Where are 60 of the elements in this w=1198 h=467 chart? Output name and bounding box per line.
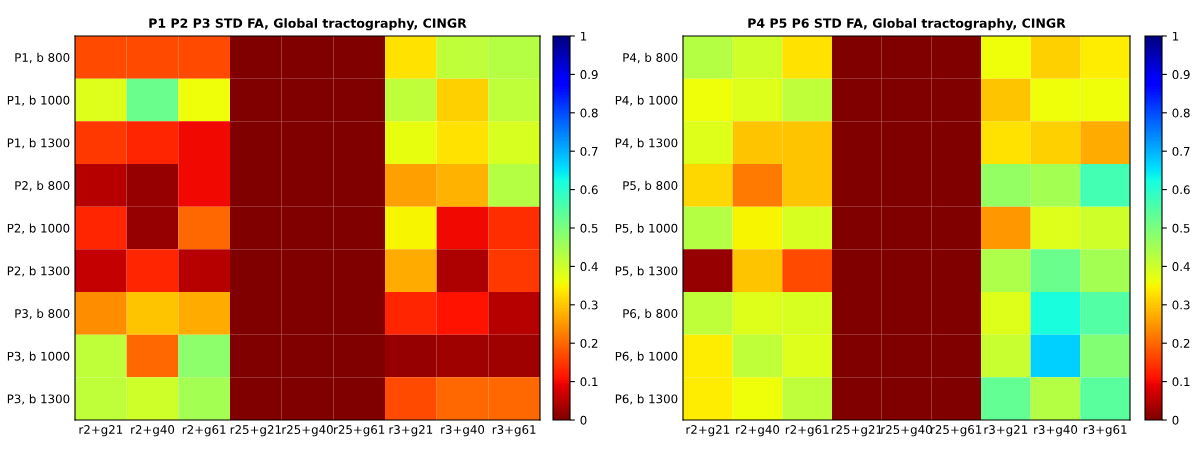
color-bar-label: 0.6 (1172, 185, 1190, 195)
y-tick-label: P6, b 1300 (615, 394, 678, 405)
y-tick-label: P6, b 1000 (615, 351, 678, 362)
color-bar-label: 0 (580, 415, 587, 425)
color-bar-label: 0.4 (1172, 262, 1190, 272)
x-tick-label: r2+g40 (131, 425, 175, 437)
x-tick-label: r25+g40 (881, 425, 932, 437)
y-tick-label: P3, b 800 (15, 308, 70, 320)
color-bar-label: 0.4 (580, 262, 598, 272)
color-bar-label: 0.1 (580, 377, 598, 387)
x-tick-label: r3+g21 (984, 425, 1028, 437)
x-tick-label: r3+g61 (1083, 425, 1127, 437)
color-bar-label: 0.2 (1172, 338, 1190, 348)
chart-title: P1 P2 P3 STD FA, Global tractography, CINGR (149, 18, 467, 31)
y-tick-label: P3, b 1300 (7, 394, 70, 405)
color-bar-label: 1 (581, 31, 587, 41)
x-tick-label: r25+g40 (282, 425, 333, 437)
y-tick-label: P1, b 1300 (7, 138, 70, 149)
color-bar-label: 0.1 (1172, 377, 1190, 387)
color-bar-label: 0 (1172, 415, 1179, 425)
x-tick-label: r25+g21 (831, 425, 882, 437)
color-bar-label: 0.5 (580, 223, 598, 233)
y-tick-label: P5, b 1300 (615, 266, 678, 277)
y-tick-label: P2, b 1300 (7, 266, 70, 277)
y-tick-label: P4, b 1300 (615, 138, 678, 149)
color-bar-label: 0.9 (580, 70, 598, 80)
color-bar-label: 0.3 (580, 300, 598, 310)
x-tick-label: r2+g61 (182, 425, 226, 437)
y-tick-label: P1, b 800 (15, 52, 70, 64)
x-tick-label: r2+g21 (79, 425, 123, 437)
y-tick-label: P6, b 800 (623, 308, 678, 320)
y-tick-label: P3, b 1000 (7, 351, 70, 362)
color-bar-label: 0.8 (1172, 108, 1190, 118)
x-tick-label: r3+g40 (441, 425, 485, 437)
x-tick-label: r25+g61 (334, 425, 385, 437)
color-bar-label: 0.2 (580, 338, 598, 348)
color-bar-label: 0.8 (580, 108, 598, 118)
color-bar-label: 1 (1173, 31, 1179, 41)
color-bar-label: 0.9 (1172, 70, 1190, 80)
x-tick-label: r2+g21 (686, 425, 730, 437)
x-tick-label: r25+g21 (230, 425, 281, 437)
y-tick-label: P5, b 800 (623, 180, 678, 192)
color-bar-label: 0.6 (580, 185, 598, 195)
y-tick-label: P2, b 800 (15, 180, 70, 192)
y-tick-label: P5, b 1000 (615, 223, 678, 234)
color-bar-label: 0.3 (1172, 300, 1190, 310)
color-bar-label: 0.7 (1172, 146, 1190, 156)
x-tick-label: r3+g21 (389, 425, 433, 437)
x-tick-label: r2+g40 (736, 425, 780, 437)
y-tick-label: P1, b 1000 (7, 95, 70, 106)
x-tick-label: r3+g40 (1034, 425, 1078, 437)
color-bar-label: 0.5 (1172, 223, 1190, 233)
color-bar-label: 0.7 (580, 146, 598, 156)
y-tick-label: P4, b 800 (623, 52, 678, 64)
y-tick-label: P2, b 1000 (7, 223, 70, 234)
x-tick-label: r2+g61 (785, 425, 829, 437)
x-tick-label: r25+g61 (931, 425, 982, 437)
chart-title: P4 P5 P6 STD FA, Global tractography, CINGR (748, 18, 1066, 31)
x-tick-label: r3+g61 (492, 425, 536, 437)
y-tick-label: P4, b 1000 (615, 95, 678, 106)
